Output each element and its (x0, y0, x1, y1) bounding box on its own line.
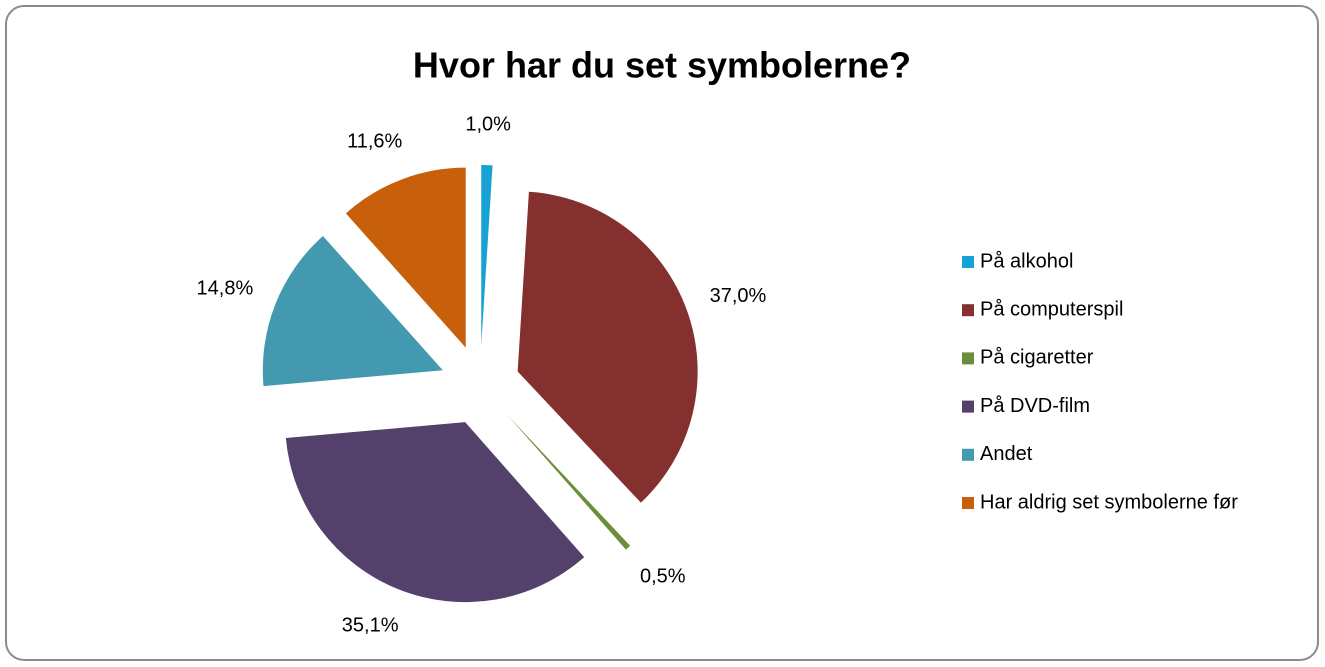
legend-swatch (962, 304, 974, 317)
pie-slice (262, 236, 443, 387)
pie-slice (345, 167, 466, 348)
data-label: 35,1% (342, 615, 399, 637)
chart-title: Hvor har du set symbolerne? (413, 45, 911, 86)
legend-label: På alkohol (980, 250, 1073, 272)
legend-swatch (962, 497, 974, 509)
data-label: 1,0% (465, 113, 511, 135)
legend-swatch (962, 352, 974, 365)
legend-label: På DVD-film (980, 395, 1090, 417)
legend-swatch (962, 448, 974, 461)
legend-label: På computerspil (980, 298, 1123, 320)
legend-label: Har aldrig set symbolerne før (980, 491, 1238, 513)
legend-label: Andet (980, 443, 1033, 465)
data-label: 0,5% (640, 566, 686, 588)
legend-label: På cigaretter (980, 347, 1094, 369)
pie-slice (481, 165, 493, 346)
legend-swatch (962, 400, 974, 413)
data-label: 14,8% (197, 278, 254, 300)
legend-swatch (962, 256, 974, 268)
pie-slice (506, 414, 631, 550)
data-label: 37,0% (710, 285, 767, 307)
pie-slice (517, 191, 698, 503)
pie-slice (285, 422, 585, 603)
data-label: 11,6% (347, 130, 402, 152)
